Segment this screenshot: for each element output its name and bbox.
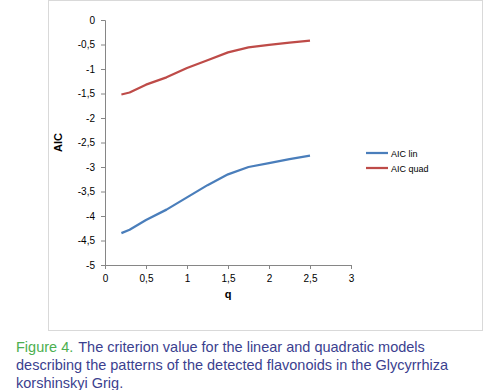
tick-mark bbox=[187, 265, 188, 269]
legend-label: AIC lin bbox=[391, 149, 418, 159]
tick: -3,5 bbox=[78, 186, 105, 197]
x-axis-title: q bbox=[225, 288, 232, 300]
tick-label: -4,5 bbox=[78, 235, 96, 246]
legend-label: AIC quad bbox=[391, 164, 429, 174]
caption-line: The criterion value for the linear and q… bbox=[78, 339, 425, 355]
legend: AIC lin AIC quad bbox=[366, 149, 429, 174]
tick-label: -4 bbox=[86, 211, 95, 222]
tick-label: 0 bbox=[89, 15, 95, 26]
tick-mark bbox=[351, 265, 352, 269]
caption-line: korshinskyi Grig. bbox=[16, 375, 123, 390]
legend-item: AIC quad bbox=[366, 164, 429, 174]
tick-label: -3 bbox=[86, 162, 95, 173]
caption-label: Figure 4. bbox=[16, 339, 73, 355]
caption: Figure 4. The criterion value for the lin… bbox=[16, 339, 449, 390]
chart: 0 0,5 1 1,5 2 2,5 3 0 -0,5 -1 -1,5 -2 -2,5 -3 -3,5 -4 -4… bbox=[0, 0, 484, 390]
caption-line: describing the patterns of the detected … bbox=[16, 357, 449, 373]
tick: -0,5 bbox=[78, 39, 105, 50]
tick-label: 3 bbox=[349, 273, 355, 284]
axis-line bbox=[106, 266, 352, 270]
tick: 0 bbox=[103, 265, 109, 284]
tick-mark bbox=[101, 20, 105, 21]
tick: 2 bbox=[267, 265, 273, 284]
tick-label: 1,5 bbox=[222, 273, 236, 284]
tick: -4,5 bbox=[78, 235, 105, 246]
tick-mark bbox=[146, 265, 147, 269]
x-axis: 0 0,5 1 1,5 2 2,5 3 bbox=[103, 265, 355, 284]
tick-mark bbox=[101, 192, 105, 193]
y-axis: 0 -0,5 -1 -1,5 -2 -2,5 -3 -3,5 -4 -4,5 -5 bbox=[78, 15, 106, 271]
tick: -1 bbox=[86, 64, 105, 75]
tick: 0,5 bbox=[140, 265, 154, 284]
tick-label: -1 bbox=[86, 64, 95, 75]
tick-label: -1,5 bbox=[78, 88, 96, 99]
axis-line bbox=[101, 21, 106, 266]
tick-label: 2,5 bbox=[304, 273, 318, 284]
tick: -2,5 bbox=[78, 137, 105, 148]
tick-label: -2 bbox=[86, 113, 95, 124]
tick: -2 bbox=[86, 113, 105, 124]
tick-mark bbox=[101, 143, 105, 144]
tick-mark bbox=[101, 216, 105, 217]
tick-label: -5 bbox=[86, 260, 95, 271]
tick-mark bbox=[101, 45, 105, 46]
tick-label: 2 bbox=[267, 273, 273, 284]
tick-label: 1 bbox=[185, 273, 191, 284]
series-line bbox=[121, 41, 310, 95]
tick-mark bbox=[101, 241, 105, 242]
tick: -5 bbox=[86, 260, 105, 271]
tick-mark bbox=[101, 265, 105, 266]
tick-mark bbox=[310, 265, 311, 269]
plot-area bbox=[121, 41, 310, 234]
tick-label: 0 bbox=[103, 273, 109, 284]
tick-label: 0,5 bbox=[140, 273, 154, 284]
tick-mark bbox=[101, 118, 105, 119]
tick: -4 bbox=[86, 211, 105, 222]
tick-mark bbox=[101, 69, 105, 70]
tick-label: -2,5 bbox=[78, 137, 96, 148]
tick-label: -0,5 bbox=[78, 39, 96, 50]
tick-mark bbox=[228, 265, 229, 269]
tick: -1,5 bbox=[78, 88, 105, 99]
series-line bbox=[121, 156, 310, 233]
tick: -3 bbox=[86, 162, 105, 173]
tick-mark bbox=[101, 94, 105, 95]
tick-mark bbox=[269, 265, 270, 269]
tick: 0 bbox=[89, 15, 105, 26]
tick: 1 bbox=[185, 265, 191, 284]
tick: 1,5 bbox=[222, 265, 236, 284]
chart-border bbox=[49, 1, 483, 331]
legend-item: AIC lin bbox=[366, 149, 418, 159]
tick: 3 bbox=[349, 265, 355, 284]
tick-label: -3,5 bbox=[78, 186, 96, 197]
legend-swatch bbox=[366, 167, 388, 169]
y-axis-title: AIC bbox=[52, 133, 64, 152]
legend-swatch bbox=[366, 152, 388, 154]
tick-mark bbox=[101, 167, 105, 168]
tick: 2,5 bbox=[304, 265, 318, 284]
